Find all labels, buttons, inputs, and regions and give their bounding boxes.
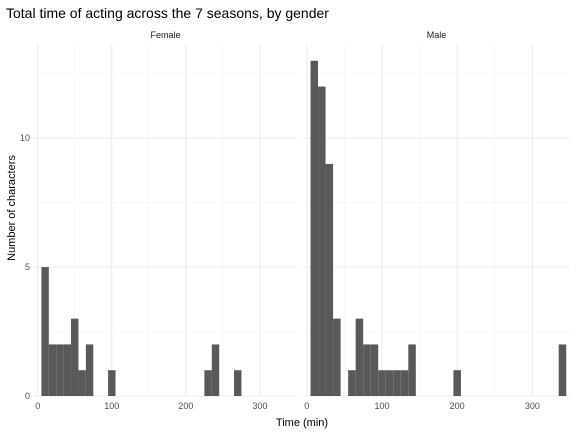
histogram-bar: [333, 318, 341, 396]
histogram-bar: [211, 344, 220, 396]
facet-strip-label: Male: [427, 30, 447, 40]
histogram-bar: [108, 370, 116, 396]
histogram-bar: [348, 370, 356, 396]
histogram-bar: [325, 163, 334, 396]
histogram-bar: [393, 370, 401, 396]
facet-panel-male: Male 0 100 200 300: [303, 30, 570, 411]
y-tick-label: 10: [20, 133, 30, 143]
histogram-bar: [318, 86, 326, 397]
histogram-bar: [408, 344, 416, 396]
histogram-bar: [78, 370, 86, 396]
x-tick-label: 200: [178, 401, 193, 411]
histogram-bar: [385, 370, 394, 396]
chart-title: Total time of acting across the 7 season…: [6, 5, 329, 21]
histogram-bar: [558, 344, 567, 396]
histogram-bar: [56, 344, 64, 396]
x-tick-label: 300: [252, 401, 267, 411]
x-tick-label: 100: [104, 401, 119, 411]
x-tick-label: 300: [525, 401, 540, 411]
y-tick-label: 0: [25, 391, 30, 401]
y-axis-label: Number of characters: [6, 155, 18, 261]
histogram-bar: [363, 344, 371, 396]
histogram-bar: [85, 344, 94, 396]
histogram-bar: [355, 318, 364, 396]
histogram-bar: [378, 370, 386, 396]
x-tick-label: 0: [304, 401, 309, 411]
x-tick-label: 100: [374, 401, 389, 411]
x-axis-label: Time (min): [276, 417, 328, 429]
facet-panel-female: Female 0 100 200 300 0 5 10: [20, 30, 297, 411]
histogram-bar: [41, 267, 49, 396]
histogram-bar: [71, 318, 79, 396]
histogram-bar: [310, 60, 319, 397]
histogram-bar: [453, 370, 461, 396]
x-tick-label: 200: [450, 401, 465, 411]
histogram-bar: [204, 370, 212, 396]
histogram-bar: [234, 370, 242, 396]
histogram-bar: [48, 344, 57, 396]
x-tick-label: 0: [35, 401, 40, 411]
histogram-bar: [400, 370, 409, 396]
facet-strip-label: Female: [150, 30, 180, 40]
y-tick-label: 5: [25, 262, 30, 272]
histogram-bar: [370, 344, 379, 396]
histogram-bar: [63, 344, 72, 396]
